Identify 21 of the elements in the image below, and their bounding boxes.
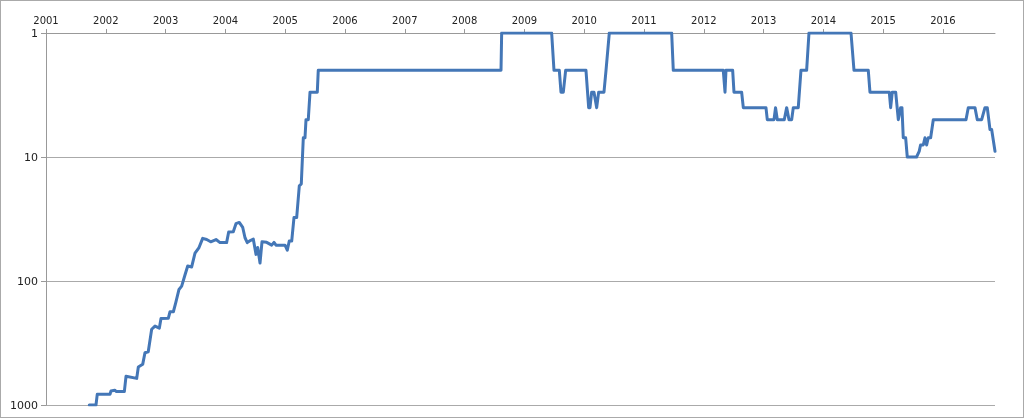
y-tick-label: 1000 bbox=[10, 398, 38, 412]
x-tick-label: 2006 bbox=[332, 14, 358, 26]
y-tick-label: 10 bbox=[24, 150, 38, 164]
x-tick-label: 2016 bbox=[930, 14, 956, 26]
x-tick-label: 2011 bbox=[631, 14, 657, 26]
y-tick-label: 100 bbox=[17, 274, 38, 288]
y-tick-label: 1 bbox=[31, 26, 38, 40]
x-tick-label: 2008 bbox=[451, 14, 478, 26]
line-series bbox=[87, 31, 997, 407]
x-tick-label: 2001 bbox=[33, 14, 59, 26]
x-tick-label: 2009 bbox=[511, 14, 538, 26]
x-tick-label: 2015 bbox=[870, 14, 896, 26]
x-tick-label: 2012 bbox=[691, 14, 717, 26]
x-tick-label: 2013 bbox=[750, 14, 777, 26]
x-tick-label: 2014 bbox=[810, 14, 837, 26]
x-tick-label: 2010 bbox=[571, 14, 597, 26]
x-tick-label: 2005 bbox=[272, 14, 298, 26]
x-tick-label: 2002 bbox=[93, 14, 119, 26]
x-tick-label: 2003 bbox=[152, 14, 179, 26]
x-tick-label: 2007 bbox=[392, 14, 418, 26]
x-tick-label: 2004 bbox=[212, 14, 239, 26]
